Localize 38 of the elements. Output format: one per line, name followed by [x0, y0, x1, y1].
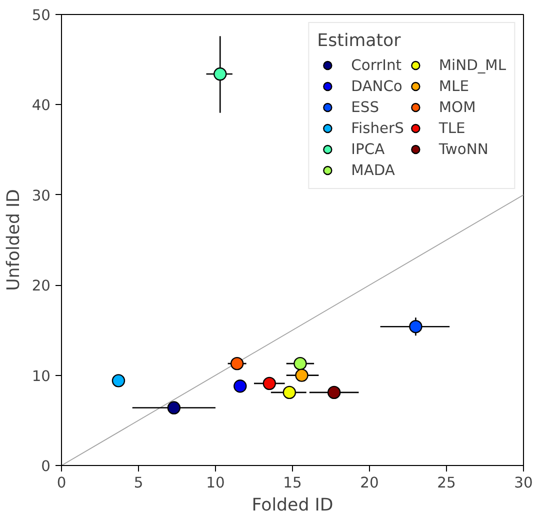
y-tick-label: 30	[32, 187, 51, 204]
point	[262, 376, 276, 390]
legend-label: CorrInt	[351, 56, 402, 74]
point	[214, 67, 227, 81]
legend-label: MiND_ML	[438, 56, 506, 74]
y-tick-label: 20	[32, 278, 51, 295]
point	[234, 380, 247, 393]
point	[294, 356, 307, 370]
x-tick-label: 15	[283, 474, 302, 492]
x-tick-label: 5	[134, 474, 144, 492]
point	[230, 356, 244, 370]
legend-label: TLE	[438, 120, 466, 136]
point	[282, 386, 296, 400]
y-tick-label: 40	[32, 97, 51, 114]
x-tick-label: 10	[206, 474, 225, 492]
x-tick-label: 0	[56, 474, 66, 492]
legend-label: FisherS	[351, 120, 404, 136]
y-tick-label: 50	[32, 7, 51, 24]
point	[327, 386, 341, 400]
y-tick-label: 0	[41, 458, 51, 475]
x-tick-label: 25	[437, 474, 456, 492]
x-axis-title: Folded ID	[252, 496, 334, 516]
legend-label: MLE	[438, 78, 469, 94]
x-tick-label: 20	[360, 474, 379, 492]
y-tick-label: 10	[32, 368, 51, 385]
legend-label: DANCo	[351, 78, 402, 94]
x-tick-label: 30	[514, 474, 533, 492]
point	[295, 368, 308, 382]
point	[409, 320, 422, 334]
legend-label: ESS	[351, 98, 380, 116]
point	[112, 374, 126, 388]
legend-label: MOM	[438, 98, 476, 116]
legend-title: Estimator	[317, 31, 402, 51]
point	[167, 401, 181, 414]
y-axis-title: Unfolded ID	[4, 189, 24, 291]
legend-label: TwoNN	[438, 140, 488, 158]
legend-label: IPCA	[351, 140, 385, 158]
legend-label: MADA	[351, 162, 395, 178]
